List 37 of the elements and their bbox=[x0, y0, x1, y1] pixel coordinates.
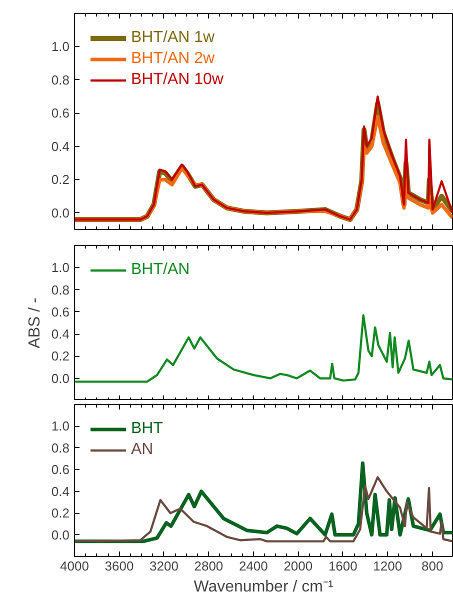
y-tick-label: 0.0 bbox=[51, 370, 70, 386]
y-tick-label: 0.6 bbox=[51, 304, 70, 320]
line-series bbox=[74, 476, 452, 542]
y-tick-label: 0.8 bbox=[51, 72, 70, 88]
y-axis-title: ABS / - bbox=[26, 298, 44, 348]
y-tick-label: 0.0 bbox=[51, 527, 70, 542]
x-tick-label: 3200 bbox=[150, 558, 178, 574]
legend-label: BHT/AN bbox=[131, 261, 190, 279]
y-tick-label: 0.2 bbox=[51, 348, 70, 364]
legend-label: BHT bbox=[131, 420, 163, 438]
y-tick-label: 0.4 bbox=[51, 326, 70, 342]
x-axis-title: Wavenumber / cm⁻¹ bbox=[194, 578, 334, 596]
line-series bbox=[74, 314, 452, 383]
x-tick-label: 1600 bbox=[328, 558, 358, 574]
y-tick-label: 0.0 bbox=[51, 205, 70, 220]
y-tick-label: 0.4 bbox=[51, 138, 70, 154]
y-tick-label: 1.0 bbox=[51, 418, 70, 434]
y-tick-label: 1.0 bbox=[51, 260, 70, 276]
legend-label: AN bbox=[131, 441, 154, 459]
y-tick-label: 0.8 bbox=[51, 440, 70, 456]
y-tick-label: 0.8 bbox=[51, 282, 70, 298]
y-tick-label: 0.4 bbox=[51, 484, 70, 499]
x-tick-label: 3600 bbox=[104, 558, 134, 574]
x-tick-label: 800 bbox=[422, 558, 444, 574]
y-tick-label: 1.0 bbox=[51, 39, 70, 54]
x-tick-label: 2000 bbox=[284, 558, 313, 574]
legend-label: BHT/AN 10w bbox=[131, 71, 224, 89]
x-tick-label: 4000 bbox=[60, 558, 89, 574]
y-tick-label: 0.2 bbox=[51, 172, 70, 188]
y-tick-label: 0.6 bbox=[51, 106, 70, 121]
legend-label: BHT/AN 1w bbox=[131, 29, 215, 47]
y-tick-label: 0.6 bbox=[51, 462, 70, 478]
y-tick-label: 0.2 bbox=[51, 506, 70, 521]
x-tick-label: 2400 bbox=[238, 558, 268, 574]
x-tick-label: 1200 bbox=[373, 558, 402, 574]
legend-label: BHT/AN 2w bbox=[131, 50, 215, 68]
x-tick-label: 2800 bbox=[194, 558, 224, 574]
